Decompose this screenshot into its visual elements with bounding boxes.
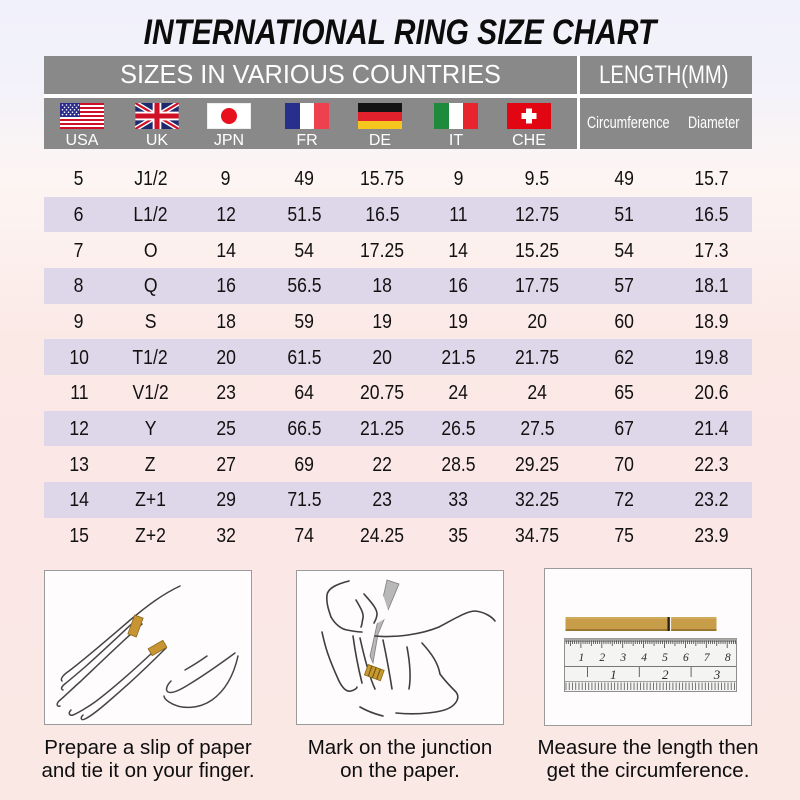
svg-text:1: 1 <box>579 652 585 664</box>
svg-text:6: 6 <box>683 652 689 664</box>
svg-text:2: 2 <box>599 652 605 664</box>
svg-text:3: 3 <box>713 667 721 682</box>
svg-text:4: 4 <box>641 652 647 664</box>
svg-text:3: 3 <box>619 652 626 664</box>
svg-text:8: 8 <box>725 652 731 664</box>
svg-text:1: 1 <box>610 667 617 682</box>
svg-text:5: 5 <box>662 652 668 664</box>
svg-text:7: 7 <box>704 652 711 664</box>
svg-text:2: 2 <box>662 667 669 682</box>
